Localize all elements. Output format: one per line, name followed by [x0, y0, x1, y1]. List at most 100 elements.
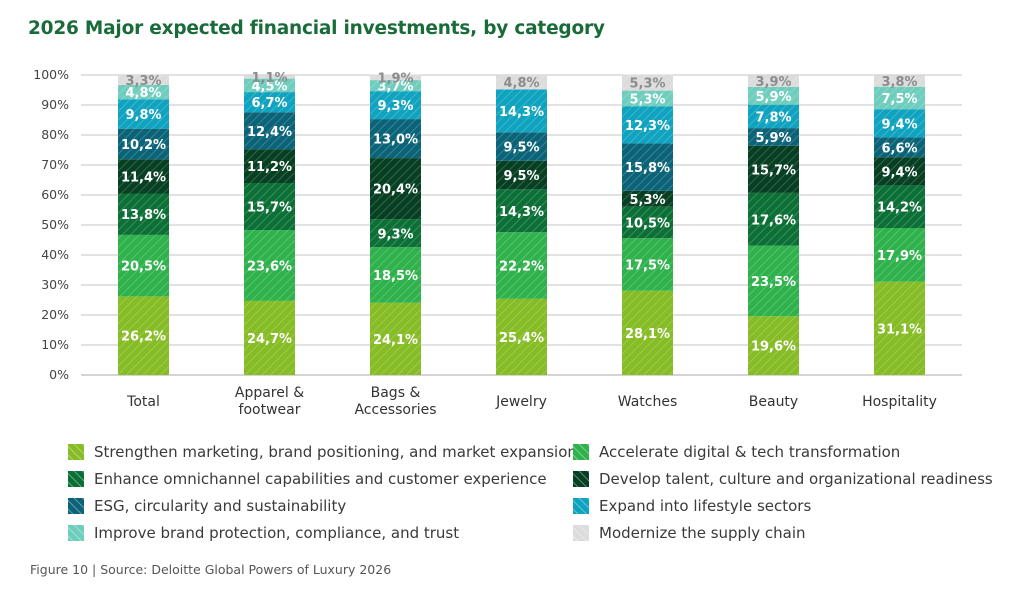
bar-segment	[496, 75, 547, 90]
data-label: 14,3%	[499, 105, 544, 120]
bar-segment-hatch	[496, 75, 547, 90]
bar-segment-hatch	[622, 238, 673, 291]
x-tick-label: Total	[126, 394, 160, 410]
bar-segment	[748, 316, 799, 375]
bar-segment-hatch	[118, 128, 169, 160]
data-label: 6,6%	[881, 141, 917, 156]
bar-segment-hatch	[244, 230, 295, 301]
bar-segment	[244, 92, 295, 113]
legend-label: ESG, circularity and sustainability	[94, 497, 347, 515]
data-label: 10,5%	[625, 216, 670, 231]
bar-segment-hatch	[622, 206, 673, 239]
bar-segment-hatch	[874, 228, 925, 282]
bar-segment	[496, 298, 547, 375]
bar-segment	[244, 149, 295, 183]
data-label: 17,9%	[877, 249, 922, 264]
data-label: 4,8%	[125, 86, 161, 101]
data-label: 9,8%	[125, 108, 161, 123]
bar-segment-hatch	[748, 192, 799, 246]
x-tick-label: Jewelry	[495, 394, 547, 410]
data-label: 23,5%	[751, 275, 796, 290]
y-tick-label: 30%	[41, 277, 69, 292]
legend-label: Accelerate digital & tech transformation	[599, 443, 901, 461]
legend-swatch-icon	[573, 444, 589, 460]
bar-segment-hatch	[748, 316, 799, 375]
bar-segment-hatch	[244, 75, 295, 79]
bar-segment	[370, 158, 421, 220]
bar-segment	[622, 90, 673, 107]
data-label: 11,2%	[247, 160, 292, 175]
data-label: 14,3%	[499, 205, 544, 220]
bar-segment	[496, 132, 547, 161]
bar-segment-hatch	[244, 149, 295, 183]
data-label: 15,7%	[247, 201, 292, 216]
data-label: 25,4%	[499, 331, 544, 346]
bar-segment-hatch	[370, 247, 421, 303]
data-label: 20,5%	[121, 260, 166, 275]
bar-segment	[118, 296, 169, 375]
data-label: 12,3%	[625, 119, 670, 134]
data-label: 17,6%	[751, 213, 796, 228]
bar-segment-hatch	[622, 143, 673, 191]
data-label: 9,3%	[377, 99, 413, 114]
chart-title: 2026 Major expected financial investment…	[28, 18, 605, 39]
data-label: 7,8%	[755, 110, 791, 125]
bar-segment	[244, 75, 295, 79]
data-labels: 26,2%20,5%13,8%11,4%10,2%9,8%4,8%3,3%24,…	[121, 71, 922, 355]
data-label: 6,7%	[251, 96, 287, 111]
bar-segment-hatch	[118, 84, 169, 100]
legend-label: Enhance omnichannel capabilities and cus…	[94, 470, 547, 488]
bar-segment-hatch	[496, 298, 547, 375]
bar-segment	[748, 192, 799, 246]
bar-segment	[496, 89, 547, 133]
bar-segment	[118, 99, 169, 129]
y-tick-label: 80%	[41, 127, 69, 142]
bar-segment-hatch	[496, 232, 547, 299]
bar-segment	[748, 145, 799, 193]
bar-segment	[496, 160, 547, 190]
bars	[118, 74, 925, 375]
data-label: 15,8%	[625, 161, 670, 176]
legend-item: Strengthen marketing, brand positioning,…	[68, 442, 577, 462]
bar-segment-hatch	[244, 78, 295, 93]
data-label: 24,1%	[373, 333, 418, 348]
legend-swatch-icon	[573, 498, 589, 514]
legend-item: Accelerate digital & tech transformation	[573, 442, 900, 462]
bar-segment-hatch	[622, 74, 673, 91]
data-label: 1,9%	[377, 71, 413, 86]
y-tick-label: 70%	[41, 157, 69, 172]
bar-segment-hatch	[370, 119, 421, 159]
data-label: 23,6%	[247, 260, 292, 275]
bar-segment-hatch	[748, 75, 799, 87]
bar-segment	[622, 143, 673, 191]
bar-segment-hatch	[622, 90, 673, 107]
bar-segment	[874, 86, 925, 110]
legend-item: Expand into lifestyle sectors	[573, 496, 811, 516]
data-label: 13,0%	[373, 133, 418, 148]
bar-segment-hatch	[748, 145, 799, 193]
data-label: 14,2%	[877, 201, 922, 216]
x-axis-ticks: Total Apparel &footwear Bags &Accessories J…	[126, 385, 937, 418]
y-tick-label: 90%	[41, 97, 69, 112]
bar-segment	[622, 206, 673, 239]
bar-segment-hatch	[874, 157, 925, 186]
bar-segment-hatch	[874, 109, 925, 138]
bar-segment	[118, 75, 169, 85]
data-label: 5,3%	[629, 77, 665, 92]
bar-segment-hatch	[622, 106, 673, 144]
bar-segment-hatch	[244, 112, 295, 150]
data-label: 3,8%	[881, 75, 917, 90]
bar-segment	[370, 302, 421, 375]
bar-segment	[496, 189, 547, 233]
bar-segment	[118, 234, 169, 297]
data-label: 15,7%	[751, 163, 796, 178]
y-tick-label: 0%	[49, 367, 69, 382]
data-label: 1,1%	[251, 71, 287, 86]
bar-segment-hatch	[118, 234, 169, 297]
data-label: 4,5%	[251, 79, 287, 94]
bar-segment	[244, 300, 295, 375]
bar-segment	[622, 190, 673, 207]
legend-label: Improve brand protection, compliance, an…	[94, 524, 460, 542]
bar-segment-hatch	[874, 86, 925, 110]
bar-segment-hatch	[874, 75, 925, 87]
